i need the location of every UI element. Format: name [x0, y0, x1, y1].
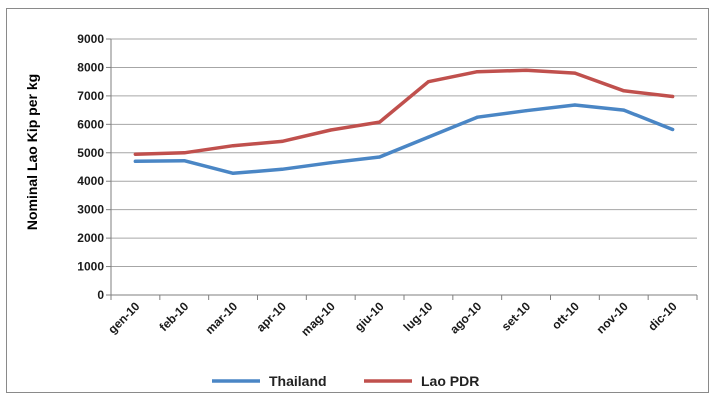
x-tick-label: apr-10: [254, 299, 290, 335]
y-tick-label: 9000: [77, 32, 104, 46]
data-point: [231, 144, 235, 148]
y-axis-ticks: 0 1000 2000 3000 4000 5000 6000 7000 8000 9000: [77, 32, 104, 302]
data-point: [182, 151, 186, 155]
data-point: [573, 103, 577, 107]
series-line: [133, 103, 675, 176]
data-point: [622, 108, 626, 112]
data-point: [280, 139, 284, 143]
data-point: [573, 71, 577, 75]
x-tick-label: feb-10: [156, 299, 191, 334]
data-point: [133, 159, 138, 163]
x-axis-ticks: gen-10 feb-10 mar-10 apr-10 mag-10 giu-10 lug-…: [105, 299, 680, 339]
x-tick-label: giu-10: [352, 299, 387, 334]
x-tick-label: mag-10: [298, 299, 338, 339]
series-lines: [133, 68, 675, 176]
y-tick-label: 6000: [77, 117, 104, 131]
x-tick-label: lug-10: [401, 299, 436, 334]
y-tick-label: 4000: [77, 174, 104, 188]
data-point: [133, 152, 138, 156]
y-tick-label: 1000: [77, 260, 104, 274]
data-point: [280, 167, 284, 171]
x-tick-label: dic-10: [645, 299, 680, 334]
x-tick-label: set-10: [499, 299, 534, 334]
data-point: [329, 128, 333, 132]
data-point: [524, 109, 528, 113]
data-point: [182, 159, 186, 163]
legend-label: Thailand: [269, 373, 327, 389]
data-point: [231, 171, 235, 175]
y-tick-label: 3000: [77, 203, 104, 217]
data-point: [329, 161, 333, 165]
data-point: [670, 94, 675, 99]
data-point: [670, 127, 675, 132]
legend: Thailand Lao PDR: [212, 373, 479, 389]
x-tick-label: ago-10: [447, 299, 484, 336]
gridlines: [106, 38, 698, 300]
data-point: [622, 89, 626, 93]
x-tick-label: ott-10: [549, 299, 582, 332]
y-tick-label: 8000: [77, 60, 104, 74]
series-line: [133, 68, 675, 156]
x-tick-label: gen-10: [105, 299, 142, 336]
data-point: [475, 115, 479, 119]
data-point: [524, 68, 528, 72]
chart-frame: [6, 8, 709, 393]
data-point: [426, 80, 431, 84]
y-tick-label: 2000: [77, 231, 104, 245]
y-tick-label: 5000: [77, 146, 104, 160]
x-tick-label: mar-10: [202, 299, 240, 337]
data-point: [377, 120, 382, 124]
x-tick-label: nov-10: [594, 299, 631, 336]
legend-label: Lao PDR: [421, 373, 479, 389]
y-tick-label: 7000: [77, 89, 104, 103]
data-point: [377, 155, 382, 159]
data-point: [426, 135, 431, 139]
y-tick-label: 0: [97, 288, 104, 302]
data-point: [475, 70, 479, 74]
y-axis-label: Nominal Lao Kip per kg: [24, 74, 40, 230]
